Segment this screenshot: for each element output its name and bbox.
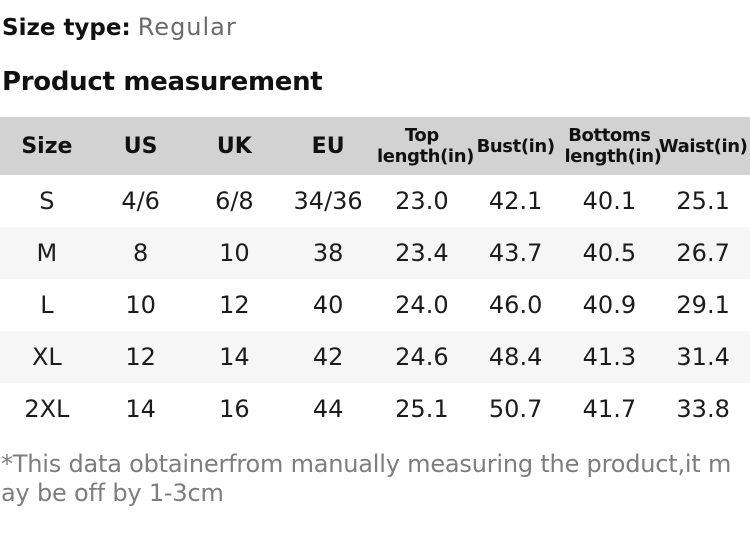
size-type-row: Size type: Regular [2,13,750,43]
disclaimer-line-1: *This data obtainerfrom manually measuri… [1,450,732,479]
size-chart-table: Size US UK EU Top length(in) Bust(in) Bo… [0,117,750,436]
column-header-label: Waist(in) [658,135,748,157]
bottoms-length-cell: 41.7 [582,395,637,424]
eu-cell: 44 [312,395,344,424]
us-cell: 10 [125,291,156,320]
size-cell: XL [31,343,62,372]
us-cell: 8 [132,239,149,268]
column-header-bottoms-length: Bottoms length(in) [562,117,662,176]
column-header-bust: Bust(in) [468,117,563,176]
column-header-top-length: Top length(in) [375,117,474,176]
size-cell: 2XL [24,395,70,424]
column-header-label: EU [311,133,345,159]
size-type-value: Regular [137,13,237,41]
measurement-disclaimer: *This data obtainerfrom manually measuri… [1,450,750,508]
column-header-label: Bottoms [568,125,651,147]
eu-cell: 42 [312,343,344,372]
table-row-s: S 4/6 6/8 34/36 23.0 42.1 40.1 25.1 [0,175,750,228]
column-header-waist: Waist(in) [656,117,750,176]
uk-cell: 10 [219,239,250,268]
top-length-cell: 25.1 [395,395,449,424]
uk-cell: 6/8 [215,187,254,216]
waist-cell: 29.1 [676,291,730,320]
top-length-cell: 24.6 [395,343,449,372]
us-cell: 14 [125,395,156,424]
size-type-label: Size type: [2,15,131,41]
table-body: S 4/6 6/8 34/36 23.0 42.1 40.1 25.1 M 8 … [0,175,750,436]
top-length-cell: 24.0 [395,291,449,320]
bust-cell: 48.4 [488,343,543,372]
eu-cell: 38 [312,239,344,268]
size-cell: S [39,187,55,216]
column-header-label: Top [404,125,439,147]
uk-cell: 16 [219,395,250,424]
bottoms-length-cell: 40.1 [582,187,637,216]
bottoms-length-cell: 41.3 [582,343,637,372]
bust-cell: 42.1 [488,187,543,216]
column-header-label: length(in) [377,146,474,168]
waist-cell: 33.8 [676,395,730,424]
bottoms-length-cell: 40.9 [582,291,637,320]
disclaimer-line-2: ay be off by 1-3cm [1,479,224,508]
uk-cell: 12 [219,291,250,320]
top-length-cell: 23.0 [395,187,449,216]
table-row-2xl: 2XL 14 16 44 25.1 50.7 41.7 33.8 [0,383,750,436]
column-header-us: US [93,117,188,176]
table-header: Size US UK EU Top length(in) Bust(in) Bo… [0,117,750,176]
table-row-xl: XL 12 14 42 24.6 48.4 41.3 31.4 [0,331,750,384]
table-row-l: L 10 12 40 24.0 46.0 40.9 29.1 [0,279,750,332]
uk-cell: 14 [219,343,250,372]
table-header-row: Size US UK EU Top length(in) Bust(in) Bo… [0,117,750,176]
waist-cell: 25.1 [676,187,730,216]
bust-cell: 46.0 [488,291,543,320]
column-header-label: US [123,133,158,159]
column-header-label: UK [216,133,252,159]
waist-cell: 31.4 [676,343,730,372]
size-cell: L [40,291,54,320]
table-row-m: M 8 10 38 23.4 43.7 40.5 26.7 [0,227,750,280]
waist-cell: 26.7 [676,239,730,268]
section-title: Product measurement [2,66,323,97]
column-header-label: length(in) [564,146,662,168]
column-header-label: Size [21,133,73,159]
bust-cell: 43.7 [488,239,543,268]
column-header-size: Size [0,117,94,176]
eu-cell: 34/36 [293,187,363,216]
size-cell: M [36,239,58,268]
eu-cell: 40 [312,291,344,320]
column-header-uk: UK [187,117,282,176]
bust-cell: 50.7 [488,395,543,424]
bottoms-length-cell: 40.5 [582,239,637,268]
us-cell: 4/6 [121,187,160,216]
column-header-eu: EU [281,117,375,176]
us-cell: 12 [125,343,156,372]
top-length-cell: 23.4 [395,239,449,268]
column-header-label: Bust(in) [476,135,555,157]
